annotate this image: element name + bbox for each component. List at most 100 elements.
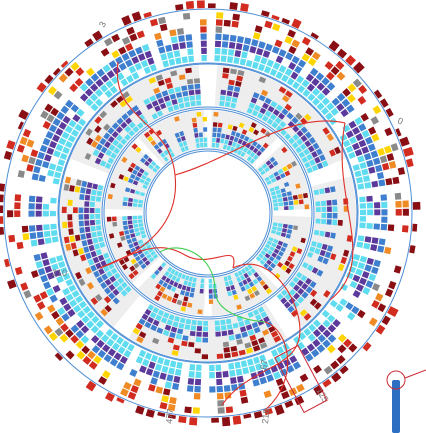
heat-tile-0-146-0 [181,56,188,64]
heat-tile-2-108-1 [199,137,204,143]
heat-tile-2-95-2 [147,157,153,164]
outer-bar-64 [157,411,166,418]
heat-tile-1-113-2 [163,95,171,102]
heat-tile-0-101-5 [33,294,42,303]
heat-tile-1-16-2 [296,130,304,138]
sector-bg-2-0 [210,110,278,166]
heat-tile-0-62-5 [299,373,309,383]
heat-tile-2-24-0 [272,199,278,203]
heat-tile-0-121-0 [59,152,68,161]
heat-tile-2-43-1 [250,268,256,274]
heat-tile-1-69-6 [136,336,144,344]
heat-tile-2-36-3 [278,251,284,257]
heat-tile-2-31-1 [276,227,283,232]
heat-tile-0-130-2 [79,93,89,102]
heat-tile-0-14-0 [292,81,300,90]
heat-tile-1-58-2 [215,331,221,337]
heat-tile-2-22-1 [275,189,281,195]
heat-tile-1-90-0 [95,208,101,213]
heat-tile-0-65-6 [281,391,290,400]
heat-tile-1-21-2 [314,156,321,164]
heat-tile-1-116-3 [181,85,188,92]
heat-tile-0-81-0 [163,358,171,367]
heat-tile-1-90-6 [61,206,67,213]
heat-tile-0-49-0 [340,283,349,291]
heat-tile-2-31-0 [272,226,277,231]
heat-tile-0-46-6 [388,280,397,290]
heat-tile-1-86-3 [80,233,87,240]
heat-tile-1-26-0 [313,189,320,196]
heat-tile-1-28-3 [332,199,338,206]
heat-tile-0-80-4 [162,388,171,396]
heat-tile-1-30-1 [321,213,327,219]
heat-tile-1-75-5 [104,304,112,313]
heat-tile-1-41-1 [300,274,308,282]
heat-tile-2-85-3 [123,196,129,202]
heat-tile-2-31-2 [281,228,288,233]
heat-tile-0-103-2 [46,272,55,280]
heat-tile-0-147-2 [186,41,193,49]
heat-tile-1-116-5 [178,74,186,81]
heat-tile-0-55-1 [322,319,331,328]
heat-tile-0-13-5 [305,47,315,56]
heat-tile-0-25-2 [352,126,361,135]
heat-tile-1-65-0 [174,316,181,322]
heat-tile-1-94-0 [97,184,104,191]
heat-tile-2-54-0 [208,278,213,284]
side-connector-line [404,369,426,379]
heat-tile-0-72-3 [223,385,231,392]
heat-tile-0-39-6 [401,225,409,233]
heat-tile-2-60-3 [180,289,186,296]
heat-tile-1-68-2 [152,319,160,327]
heat-tile-0-20-2 [331,97,340,107]
heat-tile-1-76-3 [108,292,116,300]
heat-tile-1-88-1 [89,220,96,226]
outer-bar-113 [131,11,142,22]
heat-tile-0-27-1 [352,142,360,151]
heat-tile-2-58-3 [189,292,195,298]
heat-tile-2-45-4 [251,285,258,292]
heat-tile-1-63-3 [182,335,189,341]
outer-bar-31 [412,223,418,232]
outer-bar-75 [54,352,64,361]
heat-tile-0-95-0 [86,310,96,319]
heat-tile-0-96-5 [54,327,64,337]
heat-tile-2-89-0 [142,184,148,190]
heat-tile-2-81-5 [111,216,117,222]
heat-tile-0-84-0 [144,352,153,360]
heat-tile-2-43-5 [262,284,269,291]
heat-tile-2-99-6 [148,128,155,135]
heat-tile-0-48-2 [355,283,364,292]
heat-tile-0-81-4 [155,386,164,394]
heat-tile-0-27-4 [371,133,380,142]
outer-bar-5 [261,10,270,18]
heat-tile-0-41-3 [378,238,386,246]
zoom-box [274,344,328,414]
heat-tile-0-67-0 [253,356,260,364]
heat-tile-2-6-3 [235,132,241,138]
heat-tile-1-107-3 [126,108,134,117]
heat-tile-0-109-3 [29,232,37,240]
tick-label-zoom: 125 [314,386,330,404]
heat-tile-0-110-0 [50,223,57,230]
heat-tile-0-24-3 [354,116,363,126]
heat-tile-1-54-5 [244,342,252,349]
heat-tile-0-59-2 [306,343,316,352]
heat-tile-1-79-3 [96,276,104,284]
heat-tile-2-56-0 [200,278,205,284]
outer-bar-92 [0,183,6,192]
heat-tile-1-56-0 [225,318,232,325]
outer-bar-18 [373,89,383,99]
heat-tile-1-39-2 [311,267,319,274]
heat-tile-0-77-0 [189,363,196,371]
heat-tile-2-67-1 [157,265,163,272]
heat-tile-1-42-0 [292,276,300,284]
heat-tile-0-7-0 [251,61,259,70]
heat-tile-0-2-5 [223,19,231,27]
heat-tile-2-11-0 [246,156,252,162]
heat-tile-0-109-0 [50,230,58,237]
heat-tile-0-133-1 [100,84,109,93]
heat-tile-0-26-1 [349,136,357,145]
heat-tile-2-7-4 [241,129,248,135]
heat-tile-0-96-4 [60,323,69,332]
